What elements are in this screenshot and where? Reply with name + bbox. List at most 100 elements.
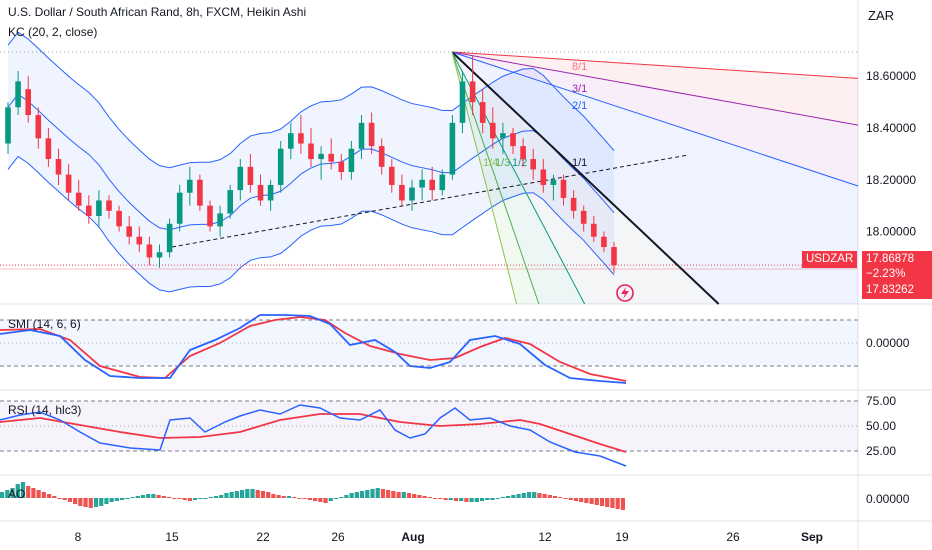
time-tick-label: Sep (801, 530, 823, 544)
ao-bar (328, 498, 333, 501)
ao-bar (0, 492, 5, 498)
candle-body (277, 148, 284, 185)
candle-body (459, 81, 466, 123)
candle-body (540, 169, 547, 185)
ao-bar (182, 498, 187, 500)
ao-bar (448, 498, 453, 500)
kc-lower-line (7, 155, 615, 293)
ao-bar (333, 498, 339, 499)
gann-fan-line (451, 51, 859, 187)
candle-body (166, 223, 173, 253)
last-price-tag: 17.86878 (862, 251, 932, 268)
ao-bar (313, 498, 318, 501)
ao-bar (250, 489, 255, 498)
candle-body (550, 179, 557, 185)
ao-bar (453, 498, 459, 501)
candle-body (479, 102, 486, 123)
ao-bar (177, 498, 182, 499)
ao-bar (532, 492, 537, 498)
smi-indicator-label[interactable]: SMI (14, 6, 6) (8, 317, 81, 331)
ao-bar (422, 496, 427, 498)
ao-bar (187, 498, 193, 501)
ao-bar (99, 498, 104, 506)
ao-bar (599, 498, 605, 506)
candle-body (237, 166, 244, 191)
time-tick-label: Aug (401, 530, 424, 544)
ao-bar (568, 498, 573, 500)
candle-body (25, 89, 31, 116)
smi-line (0, 314, 627, 384)
ao-bar (344, 495, 349, 498)
gann-fan-zone (452, 52, 858, 304)
ao-bar (88, 498, 93, 508)
time-tick-label: 26 (726, 530, 740, 544)
ao-bar (474, 498, 479, 502)
ao-bar (20, 482, 26, 498)
ao-bar (78, 498, 83, 506)
ao-bar (521, 493, 526, 498)
time-tick-label: 15 (165, 530, 179, 544)
ao-bar (234, 491, 239, 498)
ao-bar (516, 494, 521, 498)
candle-body (227, 190, 233, 214)
candle-body (580, 210, 587, 224)
candle-body (207, 205, 213, 227)
candle-body (257, 184, 264, 201)
ao-bar (93, 498, 99, 507)
ao-bar (464, 498, 469, 502)
candle-body (267, 184, 274, 201)
ao-bar (52, 496, 57, 498)
rsi-indicator-label[interactable]: RSI (14, hlc3) (8, 403, 82, 417)
candle-body (15, 81, 21, 108)
ao-bar (589, 498, 594, 504)
candle-body (560, 179, 567, 198)
dashed-trendline (171, 154, 689, 248)
candle-body (429, 179, 435, 191)
smi-signal-line (0, 316, 627, 382)
ao-bar (547, 495, 552, 498)
ao-bar (276, 495, 281, 498)
ao-bar (57, 498, 62, 499)
ao-indicator-label[interactable]: AO (8, 487, 26, 501)
currency-selector[interactable]: ZAR (868, 8, 894, 23)
candle-body (530, 159, 536, 170)
ao-bar (354, 492, 359, 498)
ao-bar (401, 492, 406, 498)
ao-axis-label: 0.00000 (866, 492, 910, 506)
candle-body (510, 133, 516, 147)
ao-bar (266, 492, 271, 498)
ao-bar (297, 498, 302, 499)
ao-bar (479, 498, 485, 501)
candle-body (348, 148, 355, 172)
ao-bar (119, 498, 125, 500)
candle-body (318, 153, 324, 160)
rsi-ma-line (0, 413, 627, 453)
gann-fan-label: 2/1 (572, 100, 587, 112)
ao-bar (62, 498, 67, 500)
ao-bar (281, 496, 286, 498)
ao-bar (146, 494, 151, 498)
low-price-tag: 17.83262 (862, 282, 932, 299)
ao-bar (359, 491, 365, 498)
ao-bar (563, 498, 568, 499)
candle-body (247, 166, 254, 185)
candle-body (75, 192, 82, 206)
candle-body (35, 115, 42, 139)
ao-bar (10, 488, 15, 498)
ao-bar (292, 497, 297, 498)
candle-body (197, 179, 203, 206)
ao-bar (36, 490, 41, 498)
ao-bar (31, 488, 36, 498)
ao-bar (526, 492, 532, 498)
ao-bar (406, 493, 412, 498)
ao-bar (46, 494, 52, 498)
candle-body (65, 174, 72, 193)
candle-body (570, 197, 577, 211)
candle-body (126, 226, 132, 237)
candle-body (96, 200, 102, 216)
candle-body (409, 187, 415, 201)
ao-bar (391, 491, 396, 498)
candle-body (136, 236, 143, 245)
kc-indicator-label[interactable]: KC (20, 2, close) (8, 25, 98, 39)
